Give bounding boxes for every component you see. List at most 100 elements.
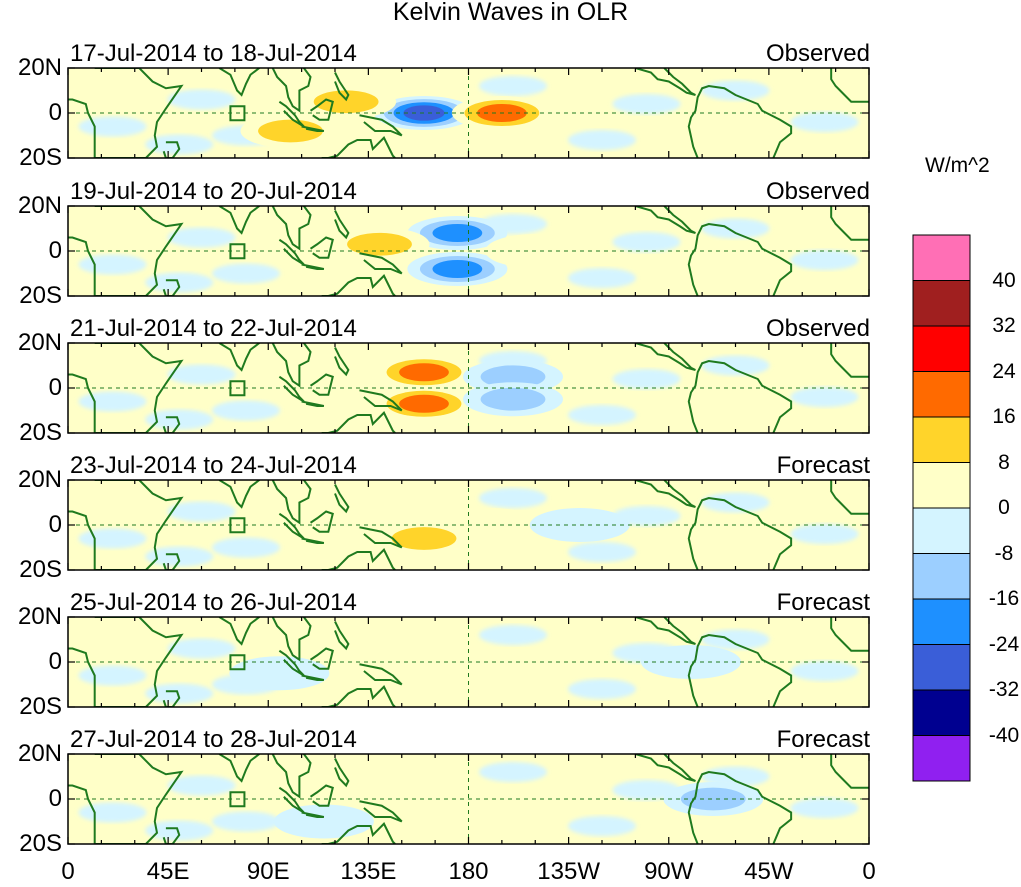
coastline-madagascar — [162, 690, 181, 707]
colorbar-swatch — [912, 325, 971, 372]
y-tick-label: 20S — [19, 556, 62, 583]
coastline-borneo — [309, 236, 334, 259]
coastline-central-america — [635, 206, 696, 234]
colorbar-swatch — [912, 234, 971, 281]
coastline-southeast-asia — [271, 68, 312, 113]
weak-anomaly-patch — [212, 263, 280, 284]
colorbar-swatch — [912, 462, 971, 509]
coastline-java — [301, 811, 325, 818]
coastline-java — [301, 400, 325, 407]
coastline-new-guinea — [359, 389, 403, 412]
coastline-australia — [321, 274, 396, 296]
weak-anomaly-patch — [701, 80, 770, 101]
coastline-south-america — [687, 84, 793, 158]
coastline-southeast-asia — [271, 754, 312, 799]
weak-anomaly-patch — [568, 542, 636, 562]
anomaly-contour — [432, 224, 483, 242]
coastline-south-america — [687, 359, 793, 433]
y-tick-label: 0 — [48, 511, 62, 538]
weak-anomaly-patch — [479, 76, 547, 96]
coastline-australia — [321, 822, 396, 844]
panel-kind-label: Observed — [765, 315, 870, 342]
weak-anomaly-patch — [145, 683, 214, 704]
anomaly-contour — [399, 394, 449, 413]
x-tick-label: 45W — [744, 858, 794, 885]
coastline-africa — [68, 343, 184, 433]
chart-title: Kelvin Waves in OLR — [392, 0, 629, 26]
y-tick-label: 0 — [48, 785, 62, 812]
weak-anomaly-patch — [479, 625, 547, 645]
coastline-india — [218, 480, 260, 509]
panel-kind-label: Observed — [765, 40, 870, 67]
weak-anomaly-patch — [568, 130, 636, 150]
coastline-south-america — [687, 496, 793, 570]
weak-anomaly-patch — [167, 775, 236, 796]
colorbar-level-label: -8 — [994, 541, 1014, 565]
coastline-java — [301, 125, 325, 132]
coastline-africa — [68, 480, 184, 570]
anomaly-contour — [347, 232, 412, 256]
coastline-southeast-asia — [271, 480, 312, 525]
panel-date-range: 17-Jul-2014 to 18-Jul-2014 — [70, 40, 357, 67]
coastline-west-africa — [830, 68, 869, 103]
colorbar-level-label: -32 — [988, 678, 1020, 701]
coastline-india — [218, 617, 260, 646]
weak-anomaly-patch — [568, 405, 636, 425]
coastline-south-america — [687, 633, 793, 707]
coastline-philippines — [334, 72, 350, 102]
coastline-southeast-asia — [271, 617, 312, 662]
anomaly-contour — [432, 260, 483, 278]
panel-kind-label: Forecast — [776, 589, 870, 616]
coastline-africa — [68, 68, 184, 158]
coastline-sumatra — [278, 786, 305, 814]
panel-date-range: 21-Jul-2014 to 22-Jul-2014 — [70, 315, 357, 342]
weak-anomaly-patch — [167, 638, 236, 659]
weak-anomaly-patch — [701, 766, 770, 787]
panel-kind-label: Forecast — [776, 726, 870, 753]
weak-anomaly-patch — [790, 250, 859, 270]
colorbar-swatch — [912, 280, 971, 327]
coastline-australia — [321, 548, 396, 570]
anomaly-contour — [391, 527, 457, 550]
coastline-sumatra — [278, 238, 305, 266]
panel-date-range: 25-Jul-2014 to 26-Jul-2014 — [70, 589, 357, 616]
colorbar-level-label: 40 — [992, 268, 1016, 292]
coastline-central-america — [635, 480, 696, 508]
coastline-south-america — [687, 770, 793, 844]
anomaly-contour — [229, 656, 330, 691]
coastline-philippines — [334, 347, 350, 377]
weak-anomaly-patch — [145, 820, 214, 841]
y-tick-label: 20S — [19, 282, 62, 309]
x-tick-label: 180 — [448, 858, 489, 885]
colorbar-level-label: 16 — [992, 405, 1016, 428]
panel-date-range: 23-Jul-2014 to 24-Jul-2014 — [70, 452, 357, 479]
x-tick-label: 90E — [246, 858, 290, 885]
y-tick-label: 0 — [48, 648, 62, 675]
weak-anomaly-patch — [701, 492, 770, 513]
coastline-madagascar — [162, 279, 181, 296]
coastline-philippines — [334, 484, 350, 514]
colorbar-swatch — [912, 553, 971, 600]
coastline-australia — [321, 685, 396, 707]
coastline-central-america — [635, 617, 696, 645]
x-tick-label: 0 — [862, 858, 876, 885]
x-tick-label: 0 — [61, 858, 75, 885]
coastline-new-guinea — [359, 526, 403, 549]
coastline-west-africa — [830, 206, 869, 241]
coastline-sumatra — [278, 100, 305, 128]
weak-anomaly-patch — [212, 811, 280, 832]
coastline-philippines — [334, 621, 350, 651]
colorbar-level-label: 32 — [992, 314, 1016, 337]
anomaly-contour — [641, 645, 741, 679]
y-tick-label: 20N — [17, 603, 62, 630]
coastline-central-america — [635, 68, 696, 96]
coastline-india — [218, 206, 260, 235]
weak-anomaly-patch — [479, 488, 547, 508]
colorbar-level-label: 0 — [998, 496, 1010, 519]
weak-anomaly-patch — [167, 227, 236, 248]
colorbar-swatch — [912, 644, 971, 691]
anomaly-contour — [529, 508, 630, 542]
